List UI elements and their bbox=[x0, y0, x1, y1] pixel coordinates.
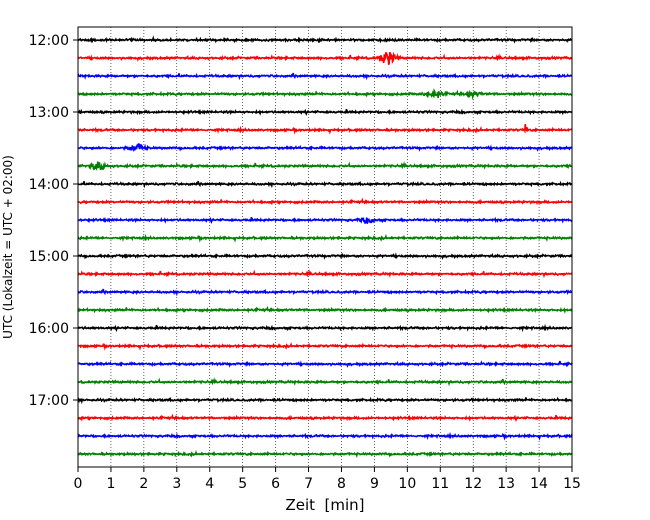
x-tick-label: 12 bbox=[464, 476, 482, 492]
trace-1315 bbox=[77, 124, 573, 135]
x-tick-label: 7 bbox=[304, 476, 313, 492]
trace-1700 bbox=[77, 396, 573, 405]
x-axis: 0 1 2 3 4 5 6 7 8 9 10 11 12 13 14 15 bbox=[74, 467, 581, 492]
y-tick-label: 15:00 bbox=[29, 249, 69, 265]
trace-1400 bbox=[77, 180, 573, 189]
x-tick-label: 5 bbox=[238, 476, 247, 492]
x-tick-label: 10 bbox=[398, 476, 416, 492]
trace-1430 bbox=[77, 216, 573, 224]
x-tick-label: 1 bbox=[106, 476, 115, 492]
grid-lines bbox=[110, 27, 540, 467]
trace-1230 bbox=[77, 72, 572, 81]
y-tick-label: 12:00 bbox=[29, 33, 69, 49]
y-tick-label: 14:00 bbox=[29, 177, 69, 193]
x-tick-label: 0 bbox=[74, 476, 83, 492]
trace-1630 bbox=[77, 360, 573, 368]
x-tick-label: 2 bbox=[139, 476, 148, 492]
trace-1300 bbox=[77, 108, 573, 116]
trace-1415 bbox=[77, 197, 573, 206]
x-tick-label: 4 bbox=[205, 476, 214, 492]
trace-1645 bbox=[77, 377, 573, 387]
trace-1545 bbox=[77, 305, 573, 314]
trace-1200 bbox=[77, 35, 573, 44]
x-tick-label: 6 bbox=[271, 476, 280, 492]
trace-1745 bbox=[77, 449, 573, 459]
trace-1245 bbox=[77, 88, 573, 101]
y-tick-label: 17:00 bbox=[29, 393, 69, 409]
y-tick-label: 16:00 bbox=[29, 321, 69, 337]
x-tick-label: 11 bbox=[431, 476, 449, 492]
x-tick-label: 13 bbox=[497, 476, 515, 492]
x-tick-label: 3 bbox=[172, 476, 181, 492]
plot-frame bbox=[77, 26, 573, 468]
y-tick-label: 13:00 bbox=[29, 105, 69, 121]
trace-1330 bbox=[77, 143, 573, 153]
x-axis-label: Zeit [min] bbox=[285, 496, 364, 514]
y-axis-label: UTC (Lokalzeit = UTC + 02:00) bbox=[1, 155, 15, 339]
x-tick-label: 14 bbox=[530, 476, 548, 492]
x-tick-label: 8 bbox=[337, 476, 346, 492]
trace-1445 bbox=[77, 233, 573, 243]
trace-1715 bbox=[77, 413, 573, 422]
x-tick-label: 15 bbox=[563, 476, 581, 492]
trace-1600 bbox=[77, 323, 573, 333]
trace-1615 bbox=[77, 341, 573, 351]
trace-1215 bbox=[77, 51, 573, 65]
traces bbox=[77, 35, 573, 459]
x-tick-label: 9 bbox=[370, 476, 379, 492]
trace-1515 bbox=[77, 269, 573, 279]
trace-1530 bbox=[77, 288, 573, 297]
trace-1345 bbox=[77, 161, 573, 172]
trace-1500 bbox=[77, 252, 573, 260]
y-axis: 12:00 13:00 14:00 15:00 16:00 17:00 bbox=[29, 33, 78, 409]
trace-1730 bbox=[77, 431, 573, 441]
